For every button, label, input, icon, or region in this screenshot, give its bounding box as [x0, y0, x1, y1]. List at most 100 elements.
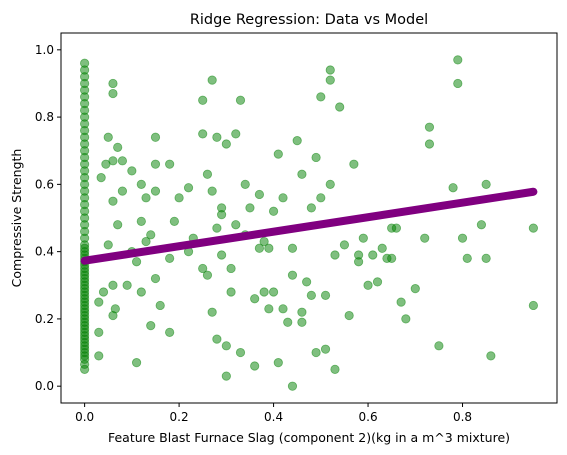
scatter-point [169, 216, 179, 226]
scatter-point [325, 179, 335, 189]
scatter-point [136, 287, 146, 297]
scatter-point [231, 220, 241, 230]
scatter-point [330, 364, 340, 374]
scatter-point [387, 253, 397, 263]
scatter-point [259, 236, 269, 247]
scatter-point [264, 304, 274, 314]
scatter-point [358, 233, 368, 243]
scatter-point [108, 156, 118, 166]
scatter-point [221, 139, 231, 149]
scatter-point [353, 250, 364, 260]
scatter-point [302, 277, 312, 287]
scatter-point [212, 223, 222, 233]
scatter-point [207, 186, 217, 196]
scatter-point [240, 179, 250, 189]
scatter-point [330, 250, 340, 260]
scatter-point [453, 78, 463, 89]
scatter-point [136, 179, 146, 189]
scatter-point [226, 287, 236, 297]
scatter-point [198, 263, 208, 274]
y-axis-label: Compressive Strength [9, 149, 24, 288]
y-tick-label: 0.0 [35, 379, 54, 393]
scatter-point [273, 358, 283, 368]
scatter-point [80, 58, 90, 68]
scatter-point [306, 203, 316, 213]
scatter-point [420, 233, 430, 243]
scatter-point [202, 169, 213, 179]
scatter-point [363, 280, 373, 290]
scatter-point [131, 358, 142, 368]
scatter-point [320, 344, 331, 354]
scatter-point [481, 253, 491, 263]
scatter-point [245, 203, 255, 213]
scatter-point [235, 95, 246, 105]
scatter-point [528, 300, 538, 311]
scatter-point [110, 304, 120, 314]
scatter-point [150, 273, 161, 284]
x-tick-label: 0.6 [359, 410, 378, 424]
scatter-point [372, 277, 383, 287]
scatter-point [94, 297, 104, 307]
scatter-point [212, 334, 222, 344]
scatter-point [141, 236, 151, 247]
scatter-point [283, 317, 293, 327]
scatter-point [141, 193, 151, 203]
x-axis-ticks: 0.0 0.2 0.4 0.6 0.8 [75, 403, 472, 424]
scatter-point [528, 223, 538, 233]
scatter-point [217, 203, 227, 213]
scatter-point [103, 240, 113, 250]
scatter-point [122, 280, 132, 290]
y-axis-ticks: 0.0 0.2 0.4 0.6 0.8 1.0 [35, 43, 61, 393]
scatter-point [80, 359, 90, 369]
scatter-point [349, 159, 359, 169]
scatter-point [325, 75, 335, 85]
scatter-point [207, 75, 217, 85]
scatter-point [207, 307, 217, 317]
scatter-point [316, 92, 326, 102]
x-tick-label: 0.2 [170, 410, 189, 424]
scatter-point [150, 159, 161, 169]
scatter-point [113, 220, 123, 230]
scatter-point [486, 351, 496, 361]
scatter-point [155, 300, 165, 311]
scatter-point [226, 263, 236, 274]
scatter-point [401, 314, 411, 324]
scatter-point [396, 297, 406, 307]
model-line-group [80, 187, 538, 265]
y-tick-label: 0.8 [35, 110, 54, 124]
scatter-point [264, 243, 274, 253]
scatter-point [108, 280, 118, 290]
scatter-point [108, 78, 118, 89]
y-tick-label: 0.6 [35, 177, 54, 191]
y-tick-label: 1.0 [35, 43, 54, 57]
scatter-point [108, 196, 118, 206]
scatter-point [297, 169, 307, 179]
scatter-point [424, 139, 435, 149]
scatter-point [250, 361, 260, 371]
scatter-point [448, 183, 458, 193]
scatter-point [316, 193, 326, 203]
scatter-point [273, 149, 283, 159]
scatter-point [212, 132, 222, 142]
scatter-point [297, 307, 307, 317]
scatter-point [476, 220, 487, 230]
scatter-point [183, 183, 194, 193]
scatter-point [292, 136, 302, 146]
scatter-point [146, 230, 156, 240]
scatter-point [434, 341, 444, 351]
scatter-point [202, 270, 213, 280]
scatter-point [453, 55, 463, 65]
scatter-point [368, 250, 378, 260]
scatter-point [287, 270, 298, 280]
scatter-point [320, 290, 331, 300]
scatter-point [231, 129, 241, 139]
scatter-point [325, 65, 335, 75]
scatter-point [268, 287, 279, 297]
scatter-point [410, 284, 420, 294]
scatter-point [259, 287, 269, 297]
y-tick-label: 0.2 [35, 312, 54, 326]
scatter-points [80, 55, 538, 391]
scatter-point [117, 186, 128, 196]
scatter-point [217, 250, 227, 260]
